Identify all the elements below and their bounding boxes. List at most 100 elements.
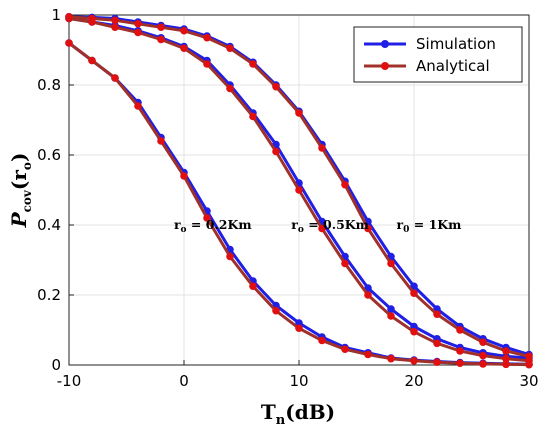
legend-entry-label: Simulation [416,35,496,53]
annotation-sub: o [298,225,304,235]
x-tick-label: 20 [404,372,423,390]
analytical-point [157,137,165,145]
analytical-point [249,112,257,121]
analytical-point [134,102,142,110]
analytical-point [157,23,165,32]
curve-annotation: ro = 0.2Km [174,217,252,235]
plot-frame [68,14,530,366]
x-tick-label: -10 [57,372,82,390]
analytical-point [203,214,211,222]
simulation-point [410,282,418,291]
analytical-point [318,224,326,233]
analytical-point [433,358,441,367]
analytical-point [180,172,188,180]
axes [68,14,530,366]
analytical-point [479,360,487,368]
annotation-rest: = 0.5Km [304,217,369,232]
analytical-point [318,336,326,345]
legend-swatch-marker [381,62,389,70]
legend-box [353,26,523,83]
analytical-point [226,44,234,53]
analytical-point [249,282,257,291]
analytical-point [502,354,510,363]
annotation-rest: = 0.2Km [187,217,252,232]
y-axis-title-arg: r [7,170,31,181]
analytical-point [295,324,303,333]
analytical-point [456,347,464,355]
x-axis-title-sub: n [276,413,286,428]
y-tick-label: 1 [51,6,61,24]
y-tick-label: 0.6 [37,146,61,164]
analytical-point [410,357,418,365]
x-axis-title-rest: (dB) [285,400,335,424]
analytical-point [226,84,234,93]
analytical-point [410,289,418,298]
analytical-point [295,109,303,117]
y-axis-title: Pcov(ro) [7,153,34,229]
analytical-point [65,12,73,21]
analytical-point [272,82,280,91]
y-tick-label: 0.8 [37,76,61,94]
analytical-point [364,291,372,299]
legend-swatch-marker [381,40,389,48]
analytical-point [226,252,234,261]
curve-annotations: ro = 0.2Km ro = 0.5Km r0 = 1Km [174,217,461,235]
analytical-point [341,180,349,189]
x-tick-label: 30 [519,372,538,390]
analytical-point [502,347,510,355]
curve-annotation: r0 = 1Km [397,217,462,235]
analytical-point [502,360,510,369]
analytical-point [111,74,119,82]
x-tick-label: 10 [289,372,308,390]
analytical-point [387,259,395,268]
analytical-point [272,306,280,315]
analytical-point [387,354,395,363]
analytical-point [111,16,119,25]
analytical-point [157,35,165,44]
analytical-point [203,60,211,68]
analytical-point [249,60,257,68]
analytical-point [456,359,464,368]
analytical-point [341,259,349,268]
analytical-point [272,147,280,156]
analytical-point [456,326,464,334]
analytical-point [88,14,96,23]
annotation-sub: 0 [403,225,409,235]
simulation-point [410,322,418,331]
y-axis-title-sub: cov [20,189,34,212]
y-axis-title-arg-sub: o [20,162,34,170]
annotation-main: r [291,217,298,232]
analytical-point [203,33,211,42]
analytical-point [433,339,441,348]
simulation-point [295,319,303,327]
analytical-point [88,56,96,65]
simulation-point [387,305,395,313]
analytical-point [295,186,303,194]
x-tick-label: 0 [179,372,189,390]
y-tick-label: 0.4 [37,216,61,234]
y-axis-title-open: ( [7,181,31,190]
analytical-point [479,338,487,347]
y-axis-title-close: ) [7,153,31,162]
analytical-point [410,327,418,336]
y-tick-label: 0 [51,356,61,374]
analytical-point [364,224,372,233]
y-axis-title-main: P [7,211,31,228]
annotation-sub: o [181,225,187,235]
annotation-rest: = 1Km [409,217,461,232]
x-axis-title: Tn(dB) [261,400,335,428]
analytical-point [111,23,119,32]
annotation-main: r [174,217,181,232]
analytical-point [525,352,533,361]
analytical-point [341,345,349,354]
annotation-main: r [397,217,404,232]
analytical-point [479,351,487,360]
analytical-point [65,39,73,47]
analytical-point [180,26,188,35]
x-axis-title-main: T [261,400,276,424]
analytical-point [134,19,142,28]
analytical-point [318,144,326,152]
series [65,12,533,369]
